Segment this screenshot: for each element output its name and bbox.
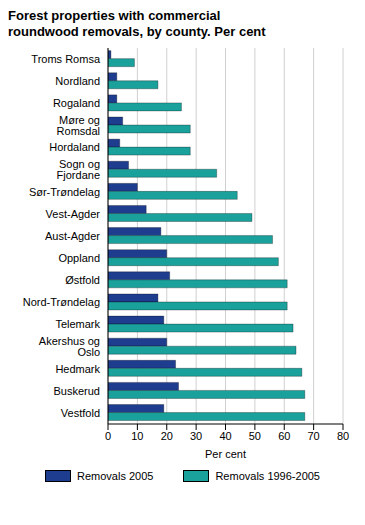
svg-text:Telemark: Telemark	[55, 318, 100, 330]
svg-text:Vest-Agder: Vest-Agder	[46, 208, 101, 220]
svg-text:Buskerud: Buskerud	[54, 385, 100, 397]
svg-text:Vestfold: Vestfold	[61, 407, 100, 419]
svg-text:Hedmark: Hedmark	[55, 363, 100, 375]
svg-text:Møre ogRomsdal: Møre ogRomsdal	[57, 114, 100, 137]
svg-text:20: 20	[161, 430, 173, 442]
svg-text:Rogaland: Rogaland	[53, 97, 100, 109]
svg-text:Sogn ogFjordane: Sogn ogFjordane	[57, 158, 100, 181]
svg-text:Nordland: Nordland	[55, 75, 100, 87]
svg-text:Oppland: Oppland	[58, 252, 100, 264]
html-text:Removals 1996-2005: Removals 1996-2005	[215, 470, 320, 482]
svg-text:Aust-Agder: Aust-Agder	[45, 230, 100, 242]
svg-text:50: 50	[249, 430, 261, 442]
svg-text:60: 60	[278, 430, 290, 442]
svg-text:30: 30	[190, 430, 202, 442]
svg-text:Østfold: Østfold	[65, 274, 100, 286]
html-text:Removals 2005: Removals 2005	[77, 470, 154, 482]
svg-text:10: 10	[131, 430, 143, 442]
svg-text:Nord-Trøndelag: Nord-Trøndelag	[23, 296, 100, 308]
svg-text:80: 80	[337, 430, 349, 442]
svg-text:0: 0	[105, 430, 111, 442]
svg-text:Akershus ogOslo: Akershus ogOslo	[39, 335, 100, 358]
svg-text:Per cent: Per cent	[205, 448, 246, 460]
svg-text:Sør-Trøndelag: Sør-Trøndelag	[29, 186, 100, 198]
svg-text:40: 40	[219, 430, 231, 442]
svg-text:70: 70	[308, 430, 320, 442]
svg-text:Hordaland: Hordaland	[49, 141, 100, 153]
html-text:Forest properties with commerc: Forest properties with commercial roundw…	[8, 8, 266, 39]
svg-text:Troms Romsa: Troms Romsa	[31, 53, 101, 65]
